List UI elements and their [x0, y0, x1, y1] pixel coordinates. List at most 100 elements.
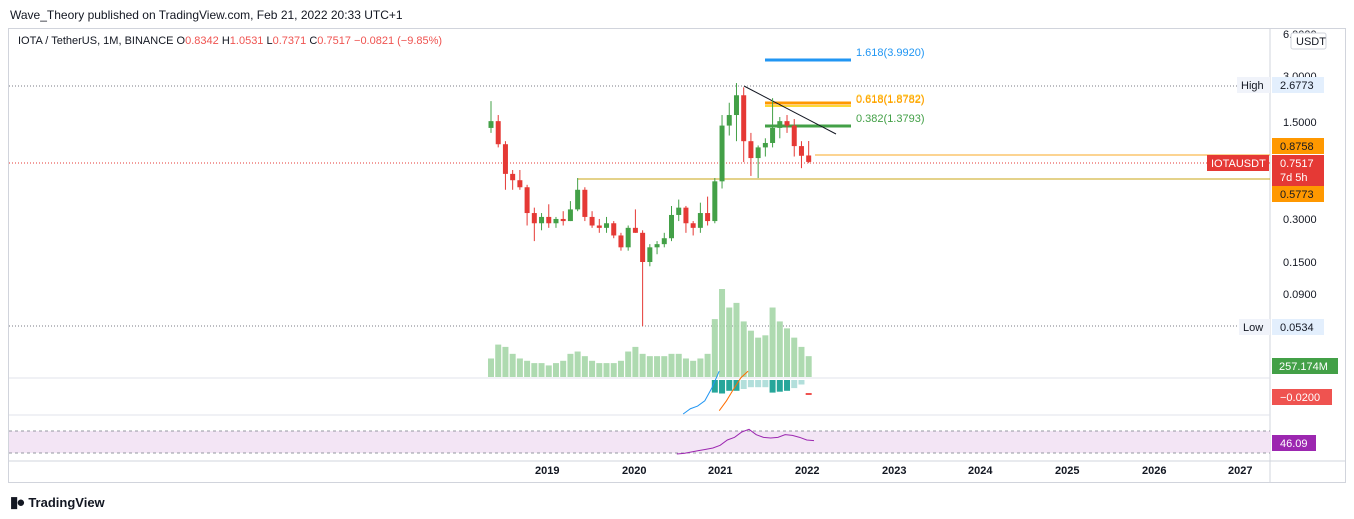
volume-bar	[690, 360, 697, 377]
macd-histogram-bar	[755, 380, 762, 388]
candle-body	[806, 155, 812, 162]
volume-bar	[776, 321, 783, 377]
macd-histogram-bar	[798, 380, 805, 385]
volume-bar	[769, 307, 776, 377]
symbol-title: IOTA / TetherUS, 1M, BINANCE	[18, 35, 174, 47]
fib-0618-label-shadow: 0.618(1.8782)	[856, 93, 925, 105]
candle-body	[589, 216, 595, 226]
tradingview-logo-icon: ▮●	[10, 494, 25, 511]
volume-bar	[488, 358, 494, 377]
brand-label: TradingView	[28, 494, 105, 510]
volume-bar	[719, 289, 726, 377]
volume-bar	[697, 358, 704, 377]
macd-value: −0.0200	[1280, 392, 1320, 404]
time-tick-2027: 2027	[1228, 465, 1252, 477]
candle-body	[697, 213, 703, 228]
candle-body	[762, 142, 768, 148]
candle-body	[517, 180, 523, 188]
high-tag	[1237, 77, 1270, 93]
currency-label: USDT	[1296, 36, 1326, 48]
symbol-legend: IOTA / TetherUS, 1M, BINANCE O0.8342 H1.…	[18, 35, 442, 47]
level-upper-value: 0.8758	[1280, 141, 1314, 153]
rsi-tag	[1272, 435, 1316, 451]
candles-layer	[488, 83, 812, 327]
open-label: O	[176, 35, 186, 47]
fib-1618-label: 1.618(3.9920)	[856, 47, 925, 59]
low-value: 0.7371	[272, 35, 307, 47]
rsi-band	[9, 431, 1270, 453]
rsi-layer	[676, 428, 815, 455]
time-tick-2025: 2025	[1055, 465, 1079, 477]
candle-body	[647, 247, 653, 262]
volume-bar	[646, 356, 653, 377]
currency-badge[interactable]	[1290, 32, 1327, 50]
volume-bar	[531, 363, 538, 377]
volume-bar	[784, 328, 791, 377]
candle-body	[654, 244, 660, 248]
volume-bar	[755, 337, 762, 377]
time-tick-2023: 2023	[882, 465, 906, 477]
high-value-tag	[1272, 77, 1324, 93]
footer-brand[interactable]: ▮● TradingView	[10, 493, 105, 511]
rsi-value: 46.09	[1280, 438, 1308, 450]
macd-histogram-bar	[740, 380, 747, 389]
candle-body	[770, 127, 776, 143]
price-tick-0-3: 0.3000	[1283, 214, 1317, 226]
candle-body	[683, 207, 689, 224]
candle-body	[539, 216, 545, 224]
macd-histogram-bar	[784, 380, 791, 391]
candle-body	[596, 225, 602, 228]
volume-bar	[740, 321, 747, 377]
macd-histogram-bar	[769, 380, 776, 393]
high-label: H	[221, 35, 230, 47]
candle-body	[524, 187, 530, 214]
candle-body	[777, 121, 783, 128]
volume-bar	[545, 365, 552, 377]
time-tick-2024: 2024	[968, 465, 993, 477]
volume-bar	[610, 363, 617, 377]
level-lower-tag	[1272, 186, 1324, 202]
trend-line[interactable]	[743, 85, 837, 135]
fib-0382-label: 0.382(1.3793)	[856, 113, 925, 125]
volume-bar	[574, 351, 581, 377]
symbol-tag	[1207, 155, 1269, 171]
low-value: 0.0534	[1280, 322, 1314, 334]
chart-frame	[8, 28, 1346, 483]
current-price-value: 0.7517	[1280, 158, 1314, 170]
open-value: 0.8342	[185, 35, 219, 47]
volume-bar	[704, 353, 711, 377]
candle-body	[733, 95, 739, 116]
volume-bar	[632, 346, 639, 377]
volume-bar	[639, 353, 646, 377]
current-price-tag	[1272, 155, 1324, 186]
macd-histogram-bar	[747, 380, 754, 388]
macd-line	[682, 370, 720, 415]
volume-bar	[762, 335, 769, 377]
volume-bar	[524, 360, 531, 377]
candle-body	[567, 209, 573, 222]
macd-layer	[682, 370, 812, 415]
time-tick-2021: 2021	[708, 465, 732, 477]
macd-histogram-bar	[791, 380, 798, 389]
candle-body	[510, 173, 516, 181]
time-tick-2022: 2022	[795, 465, 819, 477]
low-value-tag	[1272, 319, 1324, 335]
macd-histogram-bar	[776, 380, 783, 392]
price-tick-0-09: 0.0900	[1283, 289, 1317, 301]
candle-body	[618, 235, 624, 248]
candle-body	[488, 121, 494, 128]
candle-body	[748, 141, 754, 159]
candle-body	[690, 223, 696, 228]
time-tick-2026: 2026	[1142, 465, 1166, 477]
volume-bar	[654, 356, 661, 377]
candle-body	[661, 238, 667, 245]
candle-body	[625, 227, 631, 248]
high-value: 2.6773	[1280, 80, 1314, 92]
candle-body	[546, 216, 552, 224]
volume-bar	[798, 346, 805, 377]
candle-body	[676, 207, 682, 215]
candle-body	[575, 189, 581, 210]
candle-body	[784, 121, 790, 126]
time-tick-2019: 2019	[535, 465, 559, 477]
